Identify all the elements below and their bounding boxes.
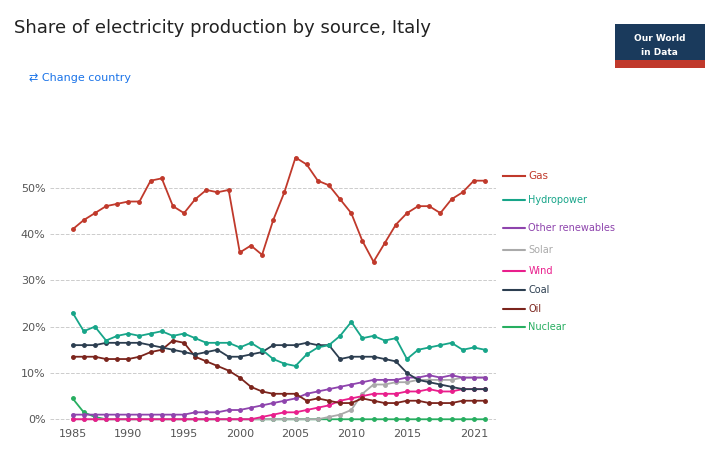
Text: Hydropower: Hydropower bbox=[528, 195, 587, 205]
Text: Wind: Wind bbox=[528, 266, 553, 276]
Text: Our World: Our World bbox=[634, 33, 685, 42]
Text: Share of electricity production by source, Italy: Share of electricity production by sourc… bbox=[14, 19, 431, 37]
Text: Gas: Gas bbox=[528, 171, 549, 181]
Text: Nuclear: Nuclear bbox=[528, 322, 567, 333]
Text: Coal: Coal bbox=[528, 284, 550, 295]
Text: Other renewables: Other renewables bbox=[528, 223, 615, 234]
Text: Solar: Solar bbox=[528, 244, 553, 255]
Text: in Data: in Data bbox=[641, 48, 678, 57]
Text: ⇄ Change country: ⇄ Change country bbox=[29, 73, 131, 83]
Text: Oil: Oil bbox=[528, 303, 541, 314]
